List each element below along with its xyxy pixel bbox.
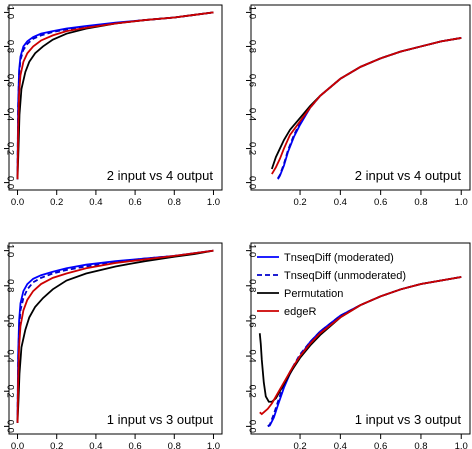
y-tick-label: 0.4 (5, 108, 16, 121)
y-tick-label: 0.8 (247, 40, 258, 53)
y-tick-label: 0.6 (247, 314, 258, 327)
x-tick-label: 0.4 (89, 197, 102, 208)
x-tick-label: 0.0 (11, 441, 24, 449)
legend-label-edger: edgeR (284, 306, 316, 318)
y-tick-label: 0.8 (5, 279, 16, 292)
x-tick-label: 0.2 (293, 197, 306, 208)
series-line-unmoderated (16, 249, 214, 423)
x-tick-label: 0.8 (168, 441, 181, 449)
x-tick-label: 0.2 (293, 441, 306, 449)
x-tick-label: 0.6 (128, 441, 141, 449)
y-tick-label: 1.0 (5, 6, 16, 19)
x-tick-label: 1.0 (455, 197, 468, 208)
series-line-edger (259, 276, 462, 416)
x-tick-label: 1.0 (455, 441, 468, 449)
y-tick-label: 0.4 (247, 108, 258, 121)
x-tick-label: 0.6 (374, 441, 387, 449)
x-tick-label: 0.6 (128, 197, 141, 208)
series-line-edger (271, 37, 462, 175)
legend-label-permutation: Permutation (284, 288, 343, 300)
series-line-moderated (16, 249, 214, 423)
panel-4: 0.2 0.4 0.6 0.8 1.0 0.0 0.2 0.4 0.6 0.8 1.0 1 input… (246, 242, 471, 449)
x-tick-label: 0.8 (414, 441, 427, 449)
plot-frame (250, 242, 471, 435)
series-line-moderated (277, 37, 462, 180)
series-line-edger (16, 11, 214, 180)
series-line-permutation (270, 37, 462, 170)
legend-label-moderated: TnseqDiff (moderated) (284, 252, 394, 264)
y-tick-label: 1.0 (247, 244, 258, 257)
y-tick-label: 1.0 (247, 6, 258, 19)
panel-2: 0.2 0.4 0.6 0.8 1.0 0.0 0.2 0.4 0.6 0.8 1.0 2 input… (246, 4, 471, 208)
plot-frame (250, 4, 471, 191)
legend: TnseqDiff (moderated) TnseqDiff (unmodera… (257, 252, 406, 318)
x-tick-label: 0.6 (374, 197, 387, 208)
plot-frame (8, 4, 223, 191)
x-tick-label: 1.0 (207, 197, 220, 208)
x-tick-label: 0.0 (11, 197, 24, 208)
x-tick-label: 0.4 (334, 197, 347, 208)
y-tick-label: 0.2 (247, 385, 258, 398)
y-tick-label: 0.2 (5, 385, 16, 398)
y-tick-label: 0.0 (5, 176, 16, 189)
series-line-edger (16, 249, 214, 423)
x-tick-label: 0.2 (50, 197, 63, 208)
y-tick-label: 0.8 (5, 40, 16, 53)
x-tick-label: 0.4 (334, 441, 347, 449)
x-tick-label: 0.8 (414, 197, 427, 208)
panel-3: 0.0 0.2 0.4 0.6 0.8 1.0 0.0 0.2 0.4 0.6 0.8 1.0 1 in… (4, 242, 223, 449)
x-tick-label: 0.8 (168, 197, 181, 208)
x-tick-label: 0.4 (89, 441, 102, 449)
y-tick-label: 0.4 (247, 349, 258, 362)
series-line-permutation (16, 249, 214, 423)
y-tick-label: 0.6 (247, 74, 258, 87)
panel-label: 2 input vs 4 output (355, 168, 462, 183)
y-tick-label: 1.0 (5, 244, 16, 257)
plot-frame (8, 242, 223, 435)
y-tick-label: 0.0 (247, 420, 258, 433)
y-tick-label: 0.8 (247, 279, 258, 292)
y-tick-label: 0.4 (5, 349, 16, 362)
y-tick-label: 0.0 (247, 176, 258, 189)
x-tick-label: 1.0 (207, 441, 220, 449)
x-tick-label: 0.2 (50, 441, 63, 449)
y-tick-label: 0.6 (5, 74, 16, 87)
legend-label-unmoderated: TnseqDiff (unmoderated) (284, 270, 406, 282)
panel-1: 0.0 0.2 0.4 0.6 0.8 1.0 0.0 0.2 0.4 0.6 0.8 1.0 2 in… (4, 4, 223, 208)
y-tick-label: 0.0 (5, 420, 16, 433)
panel-label: 1 input vs 3 output (355, 412, 462, 427)
y-tick-label: 0.2 (5, 142, 16, 155)
panel-label: 1 input vs 3 output (107, 412, 214, 427)
series-line-unmoderated (277, 37, 462, 179)
y-tick-label: 0.6 (5, 314, 16, 327)
y-tick-label: 0.2 (247, 142, 258, 155)
panel-label: 2 input vs 4 output (107, 168, 214, 183)
